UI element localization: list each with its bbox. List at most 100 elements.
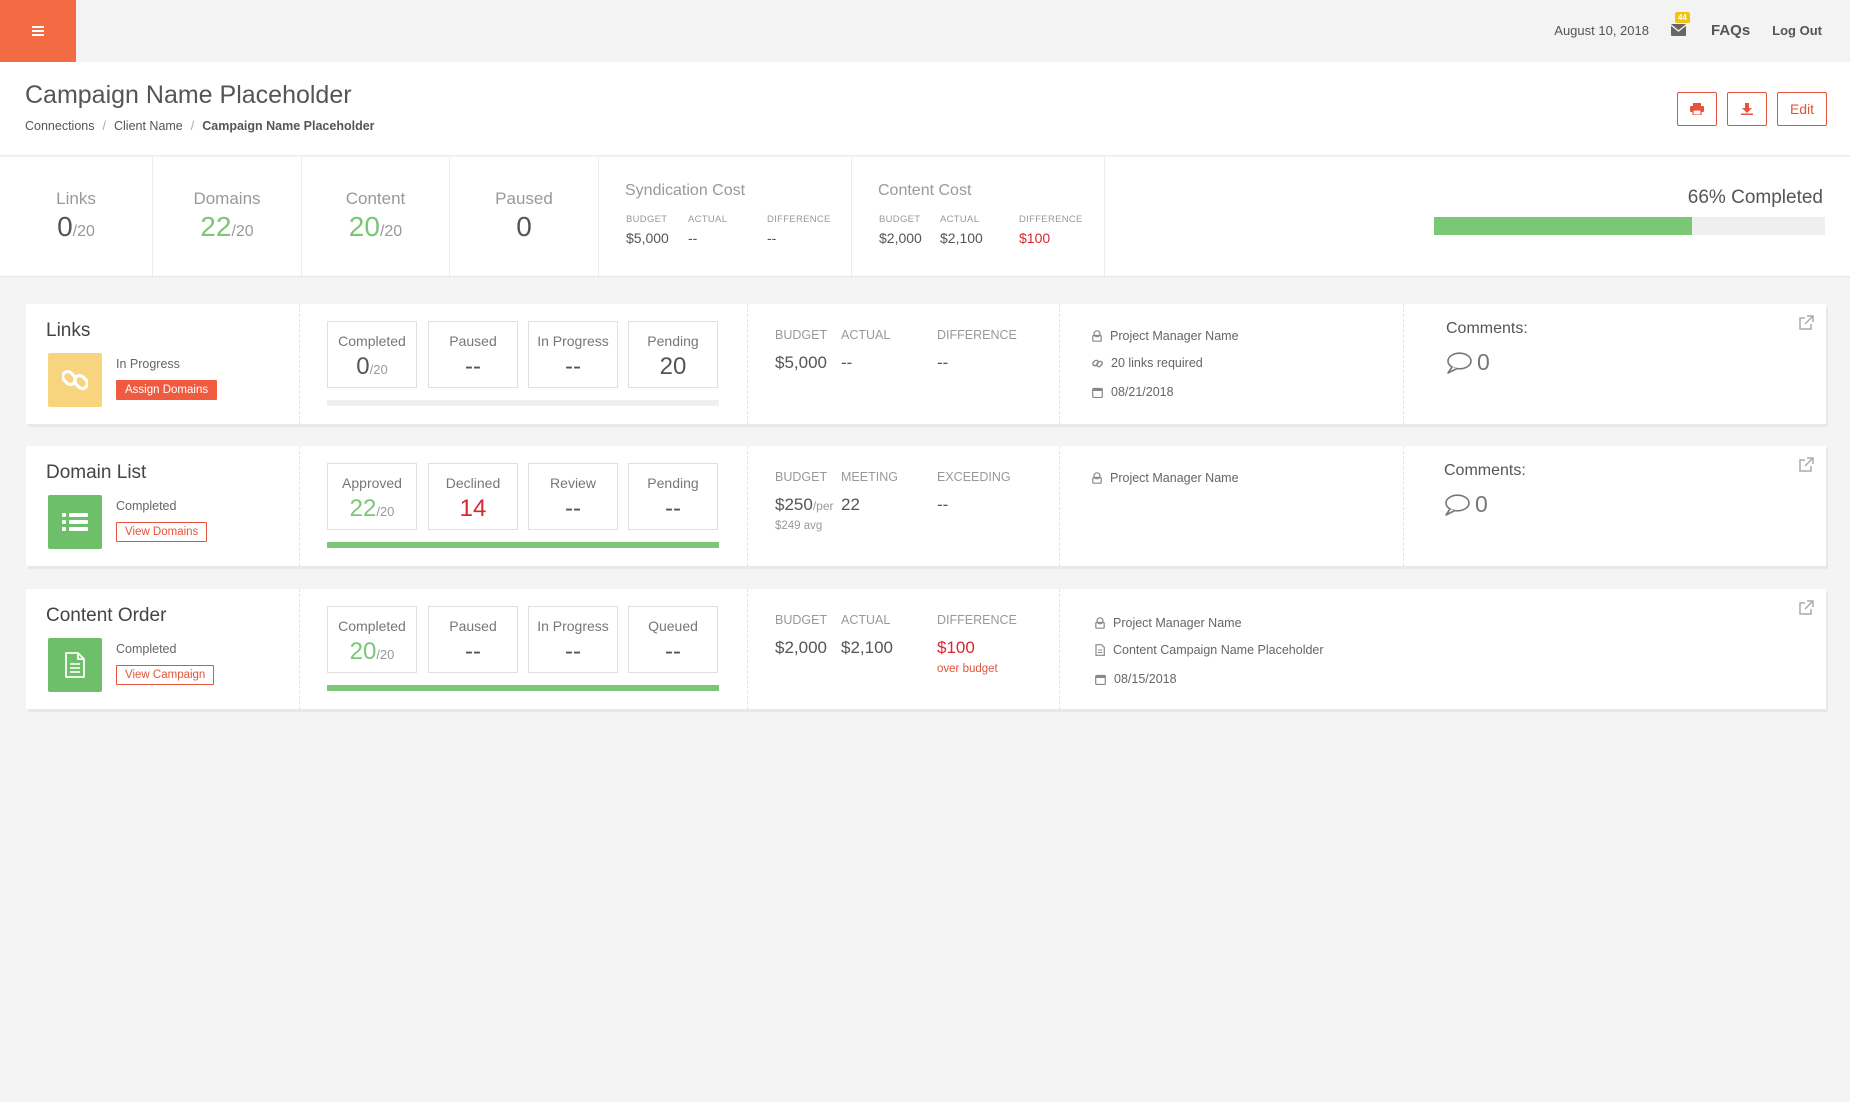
download-icon [1741,103,1753,115]
fin-value: $5,000 [775,353,827,372]
domain-list-financials: BUDGET $250/per $249 avg MEETING 22 EXCEEDI… [748,446,1060,566]
print-icon [1690,103,1704,115]
faqs-link[interactable]: FAQs [1710,21,1751,39]
links-progress: Completed 0/20 Paused -- In Progress -- Pen… [300,304,748,424]
box-value: 14 [459,495,487,522]
links-meta: Project Manager Name 20 links required 0… [1060,304,1404,424]
stat-content-label: Content [345,189,406,208]
box-value: 20 [349,638,377,665]
content-order-meta: Project Manager Name Content Campaign Na… [1060,589,1826,709]
box-label: Pending [647,333,699,349]
stat-content-value: 20 [348,211,380,242]
stat-paused-value: 0 [516,211,532,242]
due-date: 08/15/2018 [1114,672,1177,686]
fin-value: -- [937,353,949,372]
page-header: Campaign Name Placeholder Connections / Cl… [0,62,1850,156]
card-status: Completed [116,642,177,656]
box-value: -- [565,638,581,665]
stat-domains-label: Domains [193,189,261,208]
stat-domains: Domains 22/20 [153,157,302,276]
breadcrumb-current: Campaign Name Placeholder [202,119,375,133]
view-campaign-button[interactable]: View Campaign [116,665,215,685]
box-label: Paused [449,618,497,634]
external-link-icon [1799,315,1814,330]
fin-value: $2,100 [841,638,893,657]
user-icon [1092,472,1102,484]
stat-links-label: Links [56,189,96,208]
completion-progress-bar [1434,217,1825,235]
box-label: Completed [338,333,406,349]
fin-value: $250 [775,495,813,514]
content-cost-title: Content Cost [878,182,972,199]
view-domains-button[interactable]: View Domains [116,522,208,542]
box-label: Declined [445,475,501,491]
content-order-summary: Content Order Completed View Campaign [26,589,300,709]
download-button[interactable] [1727,92,1767,126]
external-link-icon [1799,457,1814,472]
fin-unit: /per [812,499,834,513]
domain-list-progress: Approved 22/20 Declined 14 Review -- Pendin… [300,446,748,566]
fin-value: $100 [937,638,975,657]
box-denom: /20 [369,362,388,377]
project-manager-name: Project Manager Name [1110,471,1239,485]
domain-list-progress-fill [327,542,719,548]
box-value: -- [565,495,581,522]
link-icon [48,353,102,407]
syndication-actual-label: ACTUAL [688,214,728,225]
content-campaign-name: Content Campaign Name Placeholder [1113,643,1324,657]
breadcrumb: Connections / Client Name / Campaign Name Pl… [25,119,375,133]
completion-label: 66% Completed [1687,187,1823,208]
box-denom: /20 [376,647,395,662]
stat-links-denom: /20 [72,223,95,240]
fin-label: BUDGET [775,470,828,484]
hamburger-icon [32,26,44,36]
card-title: Content Order [46,605,167,626]
assign-domains-button[interactable]: Assign Domains [116,380,218,400]
fin-label: ACTUAL [841,613,891,627]
fin-label: BUDGET [775,613,828,627]
stat-paused-label: Paused [495,189,553,208]
box-label: Pending [647,475,699,491]
box-label: Approved [342,475,402,491]
open-external-button[interactable] [1798,600,1814,621]
logout-link[interactable]: Log Out [1772,22,1822,38]
menu-toggle-button[interactable] [0,0,76,62]
syndication-budget-value: $5,000 [626,230,669,246]
breadcrumb-connections[interactable]: Connections [25,119,95,133]
comment-icon [1445,493,1470,516]
stat-paused: Paused 0 [450,157,599,276]
content-order-progress-bar [327,685,719,691]
document-icon [48,638,102,692]
domain-list-summary: Domain List Completed View Domains [26,446,300,566]
links-card: Links In Progress Assign Domains Complet… [26,304,1826,424]
fin-label: DIFFERENCE [937,613,1017,627]
current-date: August 10, 2018 [1554,22,1649,38]
envelope-icon [1670,24,1686,36]
fin-sub: over budget [937,663,998,675]
file-icon [1095,644,1105,656]
box-label: In Progress [537,618,609,634]
box-label: In Progress [537,333,609,349]
open-external-button[interactable] [1798,315,1814,336]
print-button[interactable] [1677,92,1717,126]
open-external-button[interactable] [1798,457,1814,478]
calendar-icon [1092,387,1103,398]
fin-value: -- [937,495,949,514]
calendar-icon [1095,674,1106,685]
fin-label: ACTUAL [841,328,891,342]
links-progress-bar [327,400,719,406]
messages-button[interactable]: 44 [1670,12,1690,36]
comments-count: 0 [1477,349,1490,375]
content-order-progress: Completed 20/20 Paused -- In Progress -- Qu… [300,589,748,709]
edit-button[interactable]: Edit [1777,92,1827,126]
comment-icon [1447,351,1472,374]
content-actual-label: ACTUAL [940,214,980,225]
syndication-budget-label: BUDGET [626,214,668,225]
domain-list-comments[interactable]: Comments: 0 [1444,462,1526,518]
box-value: 20 [659,353,687,380]
breadcrumb-client[interactable]: Client Name [113,119,183,133]
links-comments[interactable]: Comments: 0 [1446,320,1528,376]
comments-label: Comments: [1444,462,1526,479]
stat-links: Links 0/20 [0,157,153,276]
links-required: 20 links required [1111,356,1203,370]
